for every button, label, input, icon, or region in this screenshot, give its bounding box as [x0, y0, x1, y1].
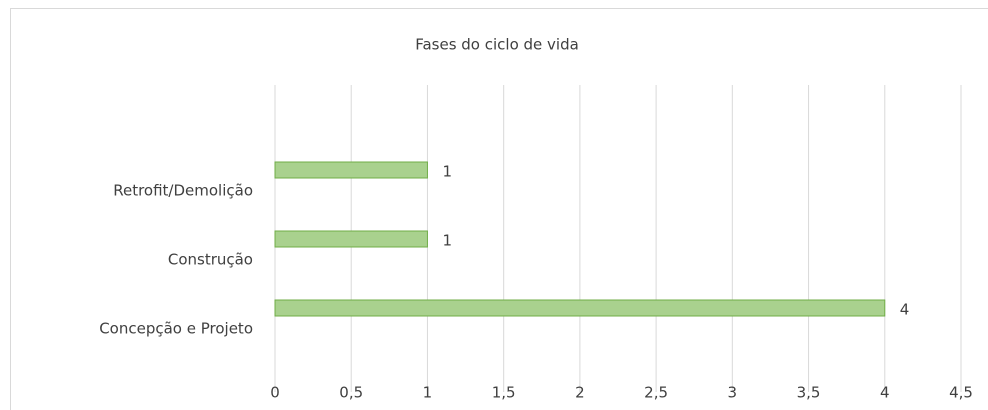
x-tick-label: 4,5: [949, 384, 973, 402]
x-tick-label: 1: [423, 384, 433, 402]
bar: [274, 230, 428, 248]
x-tick-label: 3,5: [797, 384, 821, 402]
y-tick-label: Retrofit/Demolição: [113, 182, 253, 200]
bar: [274, 299, 886, 317]
y-tick-label: Concepção e Projeto: [99, 320, 253, 338]
x-tick-label: 2: [575, 384, 585, 402]
chart-border: [10, 8, 988, 410]
x-tick-label: 4: [880, 384, 890, 402]
data-label: 1: [442, 232, 452, 250]
x-tick-label: 1,5: [492, 384, 516, 402]
x-tick-label: 0: [270, 384, 280, 402]
bar: [274, 161, 428, 179]
x-tick-label: 0,5: [339, 384, 363, 402]
x-tick-label: 3: [728, 384, 738, 402]
y-tick-label: Construção: [168, 251, 253, 269]
x-tick-label: 2,5: [644, 384, 668, 402]
data-label: 4: [900, 301, 910, 319]
data-label: 1: [442, 163, 452, 181]
chart-title: Fases do ciclo de vida: [415, 36, 579, 54]
